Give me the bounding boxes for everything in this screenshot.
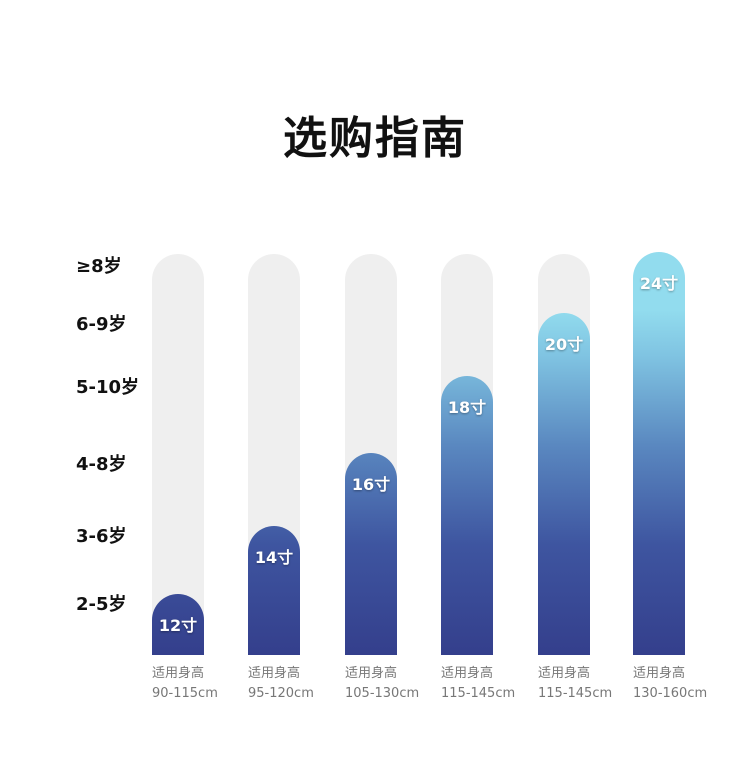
age-label: ≥8岁: [76, 256, 122, 277]
age-label: 4-8岁: [76, 454, 127, 475]
height-caption: 适用身高: [345, 666, 398, 681]
height-caption: 适用身高: [152, 666, 205, 681]
height-range: 105-130cm: [345, 686, 420, 701]
bar-label: 20寸: [544, 335, 584, 354]
bar-16寸: 16寸: [345, 453, 397, 655]
page-title: 选购指南: [283, 113, 467, 164]
bar-label: 24寸: [639, 274, 679, 293]
height-label: 适用身高 95-120cm: [248, 664, 314, 704]
bar-18寸: 18寸: [441, 376, 493, 655]
height-label: 适用身高 115-145cm: [441, 664, 515, 704]
bar-label: 18寸: [447, 398, 487, 417]
height-caption: 适用身高: [538, 666, 591, 681]
age-label: 5-10岁: [76, 377, 140, 398]
height-range: 115-145cm: [441, 686, 516, 701]
height-range: 115-145cm: [538, 686, 613, 701]
height-label: 适用身高 90-115cm: [152, 664, 218, 704]
height-label: 适用身高 115-145cm: [538, 664, 612, 704]
height-caption: 适用身高: [633, 666, 686, 681]
height-caption: 适用身高: [248, 666, 301, 681]
bar-14寸: 14寸: [248, 526, 300, 655]
bar-label: 16寸: [351, 475, 391, 494]
height-label: 适用身高 130-160cm: [633, 664, 707, 704]
bar-20寸: 20寸: [538, 313, 590, 655]
age-label: 3-6岁: [76, 526, 127, 547]
bar-track: [152, 254, 204, 655]
age-label: 6-9岁: [76, 314, 127, 335]
age-label: 2-5岁: [76, 594, 127, 615]
bar-12寸: 12寸: [152, 594, 204, 655]
bar-label: 12寸: [158, 616, 198, 635]
bar-label: 14寸: [254, 548, 294, 567]
height-range: 95-120cm: [248, 686, 314, 701]
height-range: 90-115cm: [152, 686, 218, 701]
height-label: 适用身高 105-130cm: [345, 664, 419, 704]
height-caption: 适用身高: [441, 666, 494, 681]
bar-24寸: 24寸: [633, 252, 685, 655]
height-range: 130-160cm: [633, 686, 708, 701]
